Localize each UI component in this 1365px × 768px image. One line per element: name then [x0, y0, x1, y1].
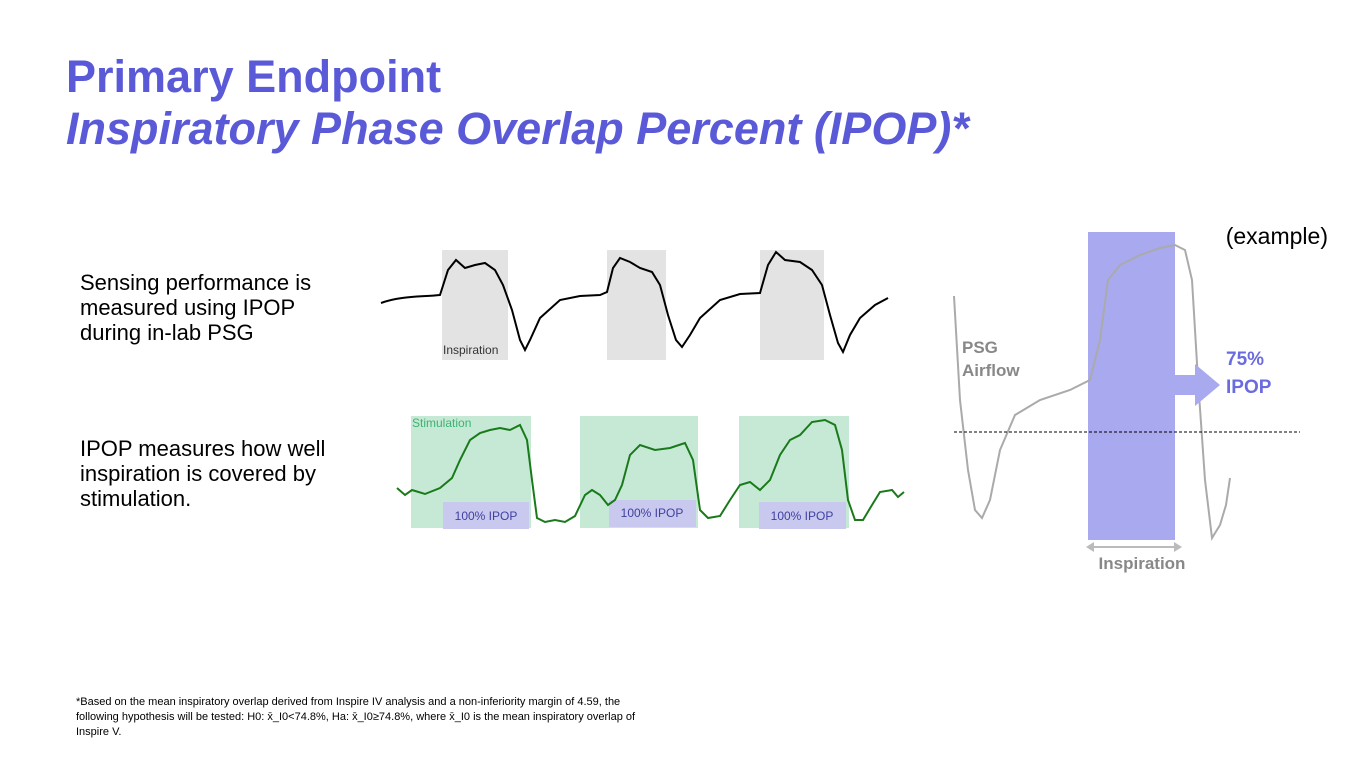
ipop-badge: [759, 502, 846, 529]
signal-label: PSG: [962, 338, 998, 357]
bullet-line: during in-lab PSG: [80, 320, 254, 345]
footnote-line: following hypothesis will be tested: H0:…: [76, 711, 636, 723]
ipop-label: 100% IPOP: [455, 509, 518, 523]
footnote-line: Inspire V.: [76, 726, 122, 738]
psg-curve: [953, 243, 1231, 541]
bullet-line: IPOP measures how well: [80, 436, 326, 461]
arrow-head: [1174, 542, 1182, 552]
bullet-line: inspiration is covered by: [80, 461, 317, 486]
bullet-line: measured using IPOP: [80, 295, 296, 320]
title: Primary Endpoint: [66, 51, 442, 102]
inspiration-box: [442, 250, 508, 360]
inspiration-box: [760, 250, 824, 360]
result-arrow: [1175, 364, 1220, 406]
inspiration-label: Inspiration: [443, 343, 498, 357]
footnote-line: *Based on the mean inspiratory overlap d…: [76, 696, 621, 708]
inspiration-window: [1088, 232, 1175, 540]
airflow-trace: [380, 250, 889, 355]
ipop-badge: [609, 500, 696, 527]
signal-label: Airflow: [962, 361, 1020, 380]
span-label: Inspiration: [1099, 554, 1186, 573]
inspiration-box: [607, 250, 666, 360]
result-value: 75%: [1226, 349, 1264, 370]
bullet-line: Sensing performance is: [80, 270, 312, 295]
stimulation-trace: [396, 418, 905, 524]
result-label: IPOP: [1226, 377, 1272, 398]
ipop-label: 100% IPOP: [621, 506, 684, 520]
example-tag: (example): [1226, 223, 1328, 249]
subtitle: Inspiratory Phase Overlap Percent (IPOP)…: [66, 103, 969, 154]
bullet-line: stimulation.: [80, 486, 192, 511]
stimulation-label: Stimulation: [412, 416, 471, 430]
arrow-head: [1086, 542, 1094, 552]
ipop-label: 100% IPOP: [771, 509, 834, 523]
ipop-badge: [443, 502, 529, 529]
